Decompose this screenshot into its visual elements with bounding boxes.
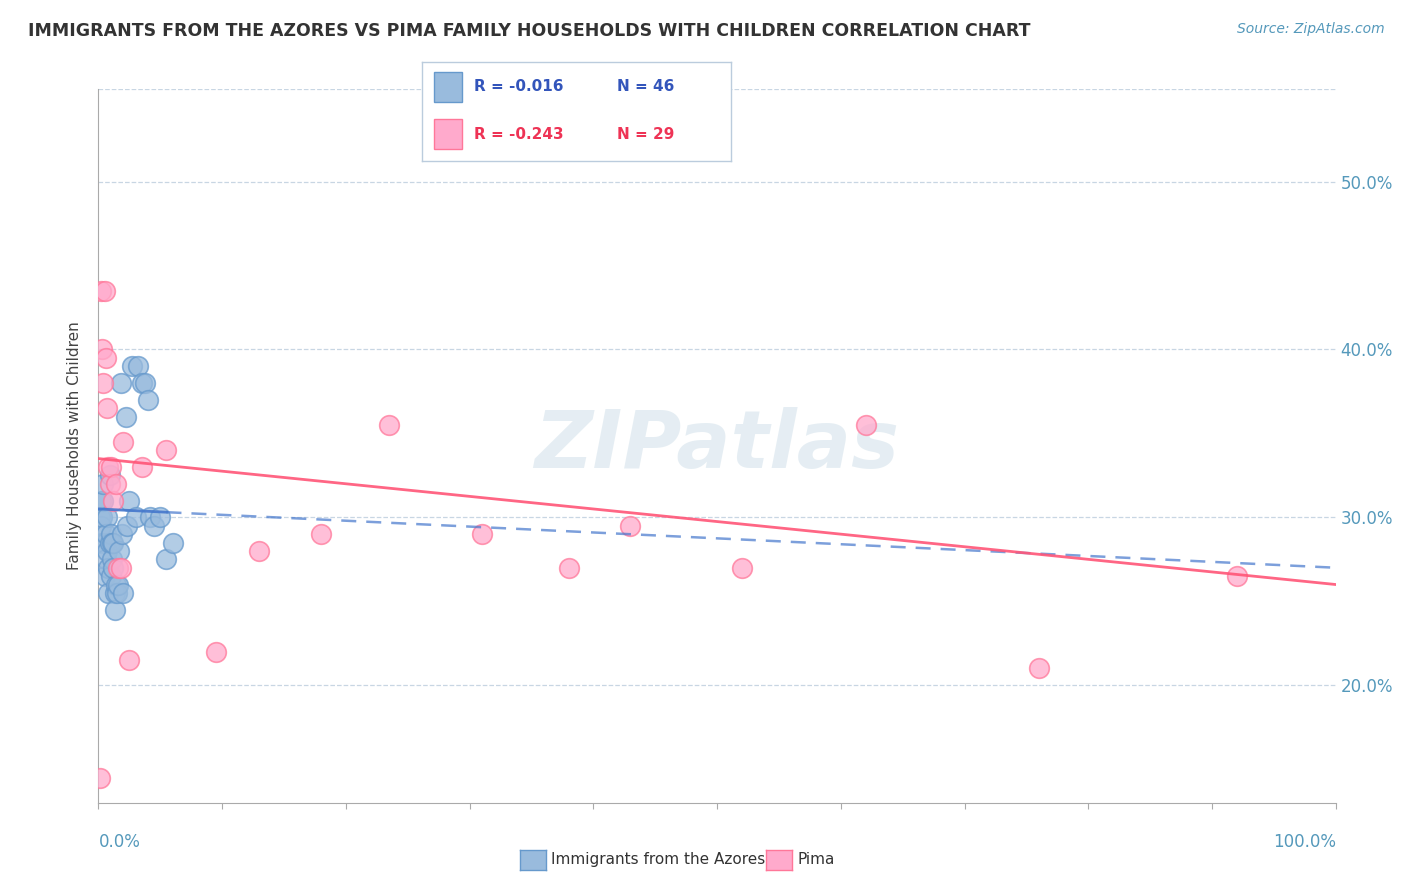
Point [89,771,111,785]
Point [131,376,153,390]
Point [115,518,138,533]
Y-axis label: Family Households with Children: Family Households with Children [67,322,83,570]
Text: R = -0.016: R = -0.016 [474,79,564,94]
Point [97,586,120,600]
Point [107,577,129,591]
Text: IMMIGRANTS FROM THE AZORES VS PIMA FAMILY HOUSEHOLDS WITH CHILDREN CORRELATION C: IMMIGRANTS FROM THE AZORES VS PIMA FAMIL… [28,22,1031,40]
Text: R = -0.243: R = -0.243 [474,127,564,142]
Point [96,544,118,558]
Point [121,359,143,374]
Text: N = 46: N = 46 [617,79,673,94]
Point [93,476,115,491]
Point [131,460,153,475]
Text: Immigrants from the Azores: Immigrants from the Azores [551,853,765,867]
Point [100,460,122,475]
Point [94,552,117,566]
Point [93,284,115,298]
Text: Source: ZipAtlas.com: Source: ZipAtlas.com [1237,22,1385,37]
Point [101,552,124,566]
Point [108,544,131,558]
Point [731,560,754,574]
Point [103,493,125,508]
Point [103,535,125,549]
Point [91,510,114,524]
Point [97,560,120,574]
Point [94,527,117,541]
Point [855,417,877,432]
Point [112,434,135,449]
Point [247,544,270,558]
Point [124,510,146,524]
Point [143,518,166,533]
Point [111,527,134,541]
Point [101,535,124,549]
Point [378,417,401,432]
Point [134,376,156,390]
Point [118,653,141,667]
Point [103,560,125,574]
Point [139,510,162,524]
Point [118,493,141,508]
Bar [434,120,463,149]
Point [1226,569,1249,583]
Point [103,586,125,600]
Point [94,351,117,365]
Point [89,510,111,524]
Text: 100.0%: 100.0% [1272,833,1336,851]
Point [90,518,112,533]
Point [98,468,121,483]
Point [155,552,177,566]
Point [107,560,129,574]
Point [205,645,228,659]
Point [93,569,115,583]
Point [91,343,114,357]
Point [97,460,120,475]
Text: N = 29: N = 29 [617,127,673,142]
Point [93,535,115,549]
Point [114,409,136,424]
Point [98,535,121,549]
Point [557,560,579,574]
Point [162,535,184,549]
Point [309,527,332,541]
Point [90,493,112,508]
Point [98,476,121,491]
Point [90,284,112,298]
Point [149,510,172,524]
Point [105,586,128,600]
Point [136,392,159,407]
Point [100,527,122,541]
Point [110,560,132,574]
Point [100,569,122,583]
Point [127,359,149,374]
Text: Pima: Pima [797,853,835,867]
Point [91,535,114,549]
Text: 0.0%: 0.0% [98,833,141,851]
Bar [434,72,463,102]
Point [104,476,127,491]
Point [1028,661,1050,675]
Point [619,518,641,533]
Point [96,510,118,524]
Point [93,376,115,390]
Point [112,586,135,600]
Point [471,527,494,541]
Point [104,577,127,591]
Point [103,603,125,617]
Point [96,401,118,416]
Point [93,493,115,508]
Point [155,443,177,458]
Text: ZIPatlas: ZIPatlas [534,407,900,485]
Point [110,376,132,390]
